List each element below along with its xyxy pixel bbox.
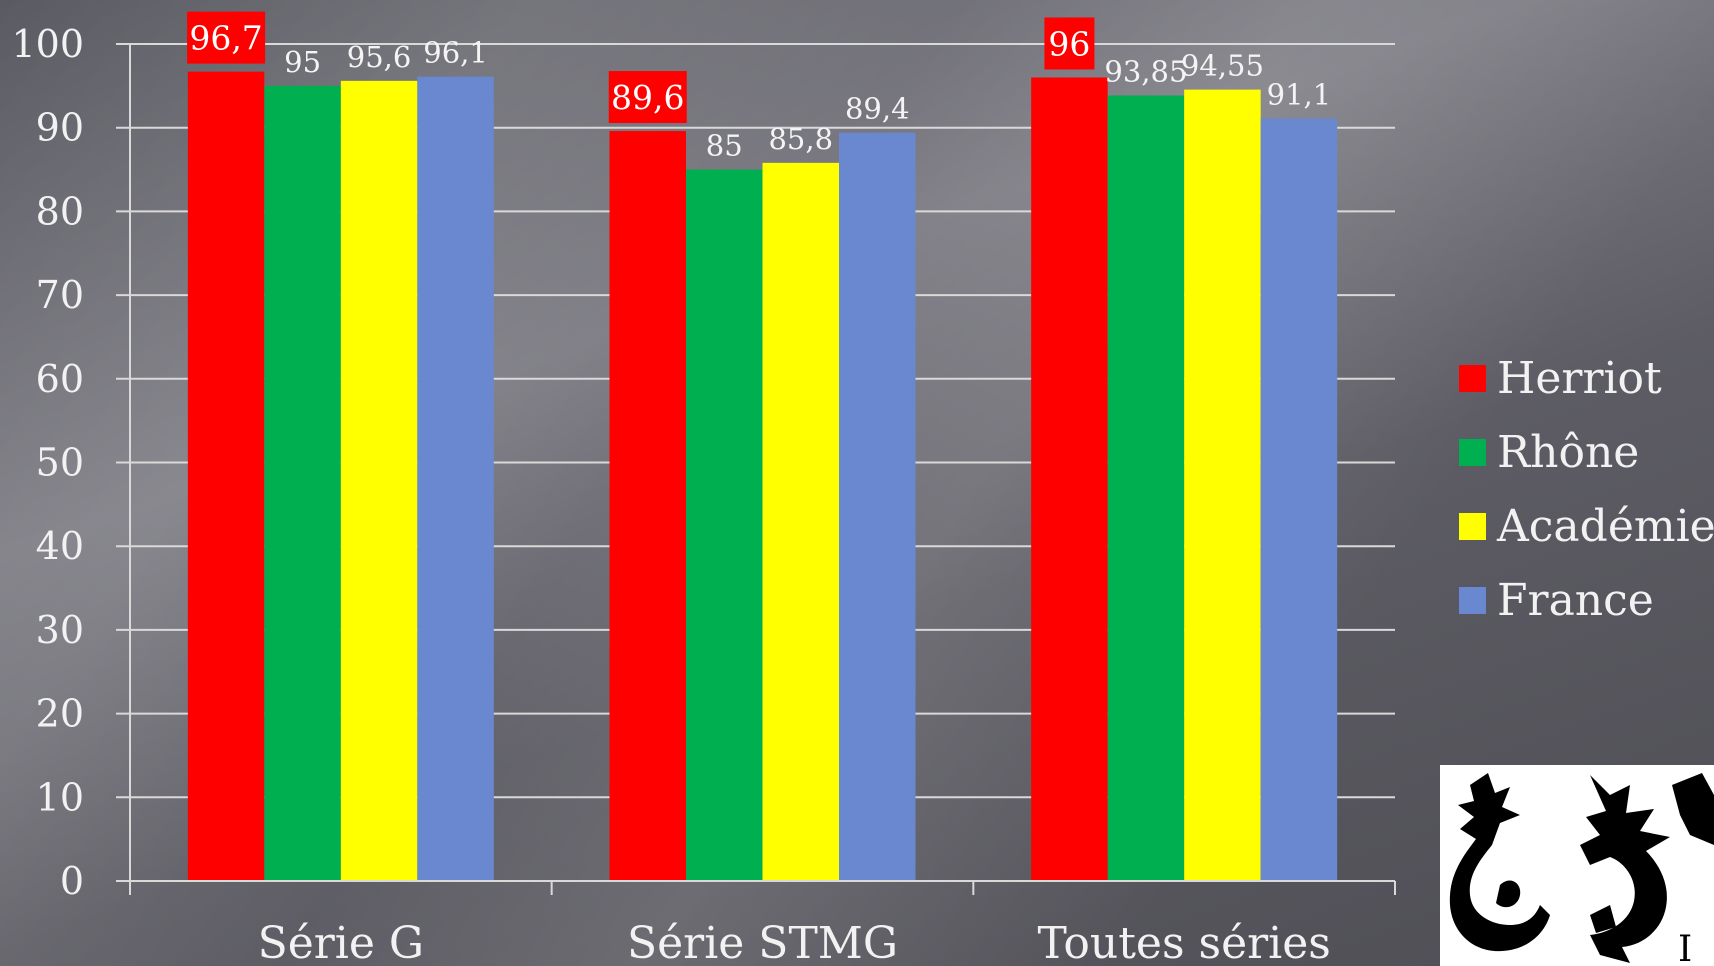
value-label-box [187, 11, 266, 64]
bar-herriot [609, 131, 686, 882]
bars [187, 71, 1338, 882]
category-label: Série STMG [627, 918, 898, 966]
legend-swatch [1459, 365, 1486, 392]
y-axis-tick-labels: 0 10 20 30 40 50 60 70 80 90 100 [11, 22, 84, 903]
value-label: 93,85 [1104, 54, 1187, 88]
y-tick-label: 50 [36, 441, 84, 485]
y-tick-label: 90 [36, 106, 84, 150]
y-tick-label: 100 [11, 22, 84, 66]
value-label: 94,55 [1181, 49, 1264, 83]
bar-france [1260, 118, 1338, 882]
value-label: 85 [706, 129, 743, 163]
legend: Herriot Rhône Académie France [1459, 353, 1714, 626]
bar-académie [1184, 89, 1261, 881]
value-label: 96,7 [189, 19, 262, 58]
y-tick-label: 70 [36, 273, 84, 317]
y-tick-label: 40 [36, 524, 84, 568]
value-label: 89,6 [611, 78, 684, 117]
y-tick-label: 20 [36, 692, 84, 736]
bar-académie [762, 162, 839, 881]
y-tick-label: 30 [36, 608, 84, 652]
legend-label: Rhône [1497, 427, 1639, 478]
y-tick-label: 60 [36, 357, 84, 401]
value-label: 89,4 [845, 92, 910, 126]
school-logo: I [1440, 765, 1714, 966]
bar-herriot [187, 71, 265, 882]
bar-france [417, 76, 494, 881]
bar-rhône [1107, 95, 1185, 881]
value-label: 95 [284, 45, 321, 79]
legend-label: Herriot [1497, 353, 1662, 404]
bar-herriot [1031, 77, 1108, 882]
bar-rhône [264, 85, 341, 882]
category-label: Toutes séries [1037, 918, 1330, 966]
x-axis: Série G Série STMG Toutes séries [129, 44, 1396, 966]
y-tick-label: 80 [36, 189, 84, 233]
value-label: 96,1 [423, 36, 488, 70]
bar-rhône [686, 169, 763, 882]
value-label: 85,8 [768, 122, 833, 156]
value-label-box [1044, 17, 1095, 70]
legend-label: France [1497, 575, 1654, 626]
category-label: Série G [258, 918, 424, 966]
value-label-box [608, 71, 687, 124]
legend-swatch [1459, 513, 1486, 540]
value-labels: 96,7 95 95,6 96,1 89,6 85 85,8 89,4 96 93,8594,55… [187, 11, 1332, 163]
legend-swatch [1459, 587, 1486, 614]
value-label: 95,6 [347, 40, 412, 74]
y-tick-label: 0 [60, 859, 84, 903]
bar-france [839, 132, 916, 882]
logo-partial-text: I [1678, 929, 1692, 966]
legend-label: Académie [1496, 501, 1714, 552]
legend-swatch [1459, 439, 1486, 466]
dragon-emblem-icon: I [1449, 773, 1714, 966]
value-label: 91,1 [1267, 77, 1332, 111]
value-label: 96 [1048, 24, 1090, 63]
y-tick-label: 10 [36, 775, 84, 819]
bar-académie [340, 80, 418, 881]
